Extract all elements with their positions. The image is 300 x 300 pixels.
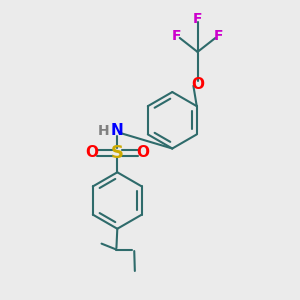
Text: F: F — [172, 28, 182, 43]
Text: F: F — [214, 28, 223, 43]
Text: O: O — [191, 77, 204, 92]
Text: O: O — [85, 146, 98, 160]
Text: F: F — [193, 12, 202, 26]
Text: O: O — [136, 146, 149, 160]
Text: S: S — [111, 144, 124, 162]
Text: N: N — [111, 124, 124, 139]
Text: H: H — [98, 124, 110, 138]
